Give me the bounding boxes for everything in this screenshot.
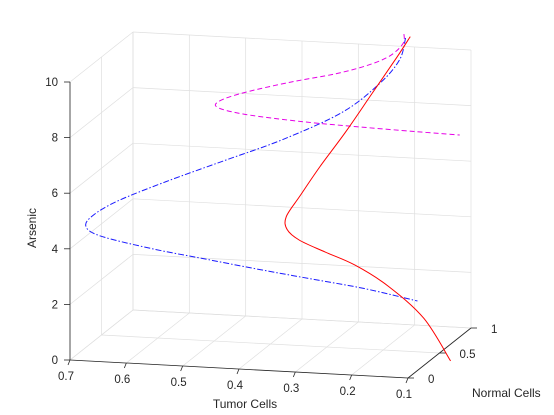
x-tick-label: 0.7 xyxy=(58,371,74,383)
z-tick-label: 0 xyxy=(52,355,58,367)
x-tick xyxy=(123,362,127,369)
y-tick-label: 0 xyxy=(428,374,434,386)
z-tick-label: 2 xyxy=(52,299,58,311)
x-tick xyxy=(292,371,296,378)
grid xyxy=(69,31,472,379)
grid-line xyxy=(69,309,134,361)
x-tick xyxy=(236,368,240,375)
z-tick-label: 4 xyxy=(52,244,59,256)
grid-line xyxy=(101,334,440,354)
x-tick-label: 0.4 xyxy=(227,380,244,392)
grid-line xyxy=(69,87,134,138)
z-tick-label: 8 xyxy=(52,133,58,145)
grid-line xyxy=(69,142,134,194)
series-line-3 xyxy=(284,36,452,362)
series-line-2 xyxy=(85,37,418,302)
grid-line xyxy=(132,254,472,273)
y-tick-label: 1 xyxy=(491,324,497,336)
grid-line xyxy=(69,31,134,83)
y-tick-label: 0.5 xyxy=(460,349,476,361)
grid-line xyxy=(132,31,472,51)
z-tick-label: 10 xyxy=(45,77,58,89)
grid-line xyxy=(132,142,472,162)
x-axis-label: Tumor Cells xyxy=(213,397,277,411)
x-tick-label: 0.3 xyxy=(283,383,299,395)
x-tick xyxy=(349,374,353,381)
grid-line xyxy=(132,87,472,106)
grid-line xyxy=(132,309,472,329)
grid-line xyxy=(132,198,472,218)
grid-line xyxy=(69,254,134,305)
x-tick-label: 0.2 xyxy=(340,386,356,398)
x-tick-label: 0.6 xyxy=(114,374,130,386)
x-tick xyxy=(405,377,409,384)
x-tick-label: 0.1 xyxy=(396,389,412,401)
z-tick-label: 6 xyxy=(52,188,58,200)
series-line-1 xyxy=(214,33,460,136)
grid-line xyxy=(69,198,134,250)
z-axis-label: Arsenic xyxy=(25,208,39,248)
x-tick xyxy=(67,359,71,366)
y-axis-label: Normal Cells xyxy=(472,386,541,400)
x-tick-label: 0.5 xyxy=(171,377,187,389)
x-tick xyxy=(180,365,184,372)
axes xyxy=(64,81,477,384)
data-series xyxy=(85,33,460,362)
